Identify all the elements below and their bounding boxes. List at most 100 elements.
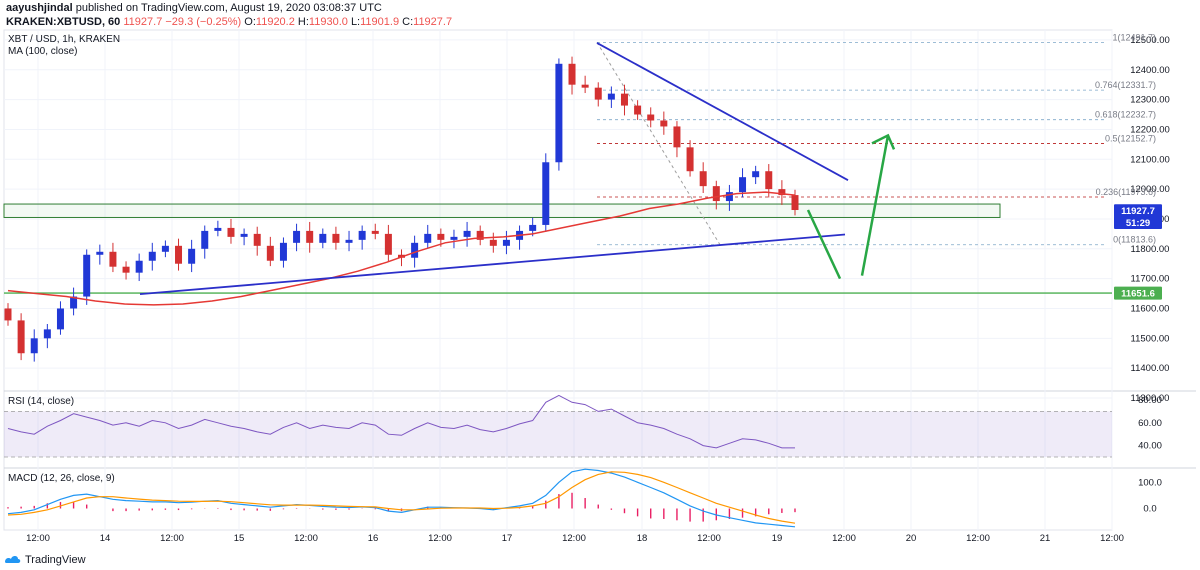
high-value: 11930.0	[308, 16, 348, 28]
candle-body	[437, 233, 445, 240]
candle-body	[607, 93, 615, 100]
macd-tick-label: 100.0	[1138, 477, 1162, 488]
candle-body	[279, 242, 287, 261]
candle-body	[647, 114, 655, 121]
candle-body	[253, 233, 261, 246]
high-label: H:	[297, 16, 309, 28]
candle-body	[778, 189, 786, 196]
author-name[interactable]: aayushjindal	[6, 2, 73, 14]
main-pane-title: XBT / USD, 1h, KRAKEN	[8, 34, 121, 45]
y-tick-label: 12500.00	[1130, 35, 1170, 46]
y-tick-label: 12300.00	[1130, 95, 1170, 106]
last-price: 11927.7	[123, 16, 163, 28]
candle-body	[214, 227, 222, 231]
candle-body	[293, 230, 301, 243]
candle-body	[555, 63, 563, 163]
fib-level-label: 0.236(11973.6)	[1096, 187, 1156, 197]
price-change: −29.3 (−0.25%)	[165, 16, 242, 28]
x-tick-label: 12:00	[1100, 533, 1124, 544]
rsi-tick-label: 40.00	[1138, 441, 1162, 452]
candle-body	[319, 233, 327, 243]
candle-body	[765, 171, 773, 190]
x-tick-label: 12:00	[26, 533, 50, 544]
fib-level-label: 0(11813.6)	[1113, 235, 1156, 245]
candle-body	[739, 177, 747, 193]
price-label-text: 11927.7	[1121, 206, 1155, 217]
x-tick-label: 12:00	[160, 533, 184, 544]
y-tick-label: 11600.00	[1131, 303, 1170, 314]
price-label-text: 11651.6	[1121, 289, 1155, 300]
y-tick-label: 12000.00	[1130, 184, 1170, 195]
candle-body	[43, 329, 51, 339]
fib-level-label: 0.618(12232.7)	[1095, 110, 1156, 120]
price-label-text: 51:29	[1126, 218, 1150, 229]
x-tick-label: 17	[502, 533, 513, 544]
macd-pane-title[interactable]: MACD (12, 26, close, 9)	[8, 473, 115, 484]
down-arrow-path	[806, 209, 842, 280]
candle-body	[4, 308, 12, 321]
candle-body	[502, 239, 510, 246]
fib-level-label: 0.764(12331.7)	[1095, 80, 1156, 90]
y-tick-label: 11500.00	[1131, 333, 1170, 344]
macd-tick-label: 0.0	[1143, 504, 1156, 515]
symbol-name[interactable]: KRAKEN:XBTUSD, 60	[6, 16, 121, 28]
rsi-band	[4, 411, 1112, 457]
candle-body	[96, 251, 104, 255]
ma-indicator-label[interactable]: MA (100, close)	[8, 46, 78, 57]
candle-body	[240, 233, 248, 237]
candle-body	[699, 171, 707, 187]
y-tick-label: 11800.00	[1131, 244, 1170, 255]
y-tick-label: 11400.00	[1131, 363, 1170, 374]
candle-body	[83, 254, 91, 297]
candle-body	[306, 230, 314, 243]
candle-body	[332, 233, 340, 243]
signal-line	[7, 471, 796, 524]
candle-body	[568, 63, 576, 85]
candle-body	[673, 126, 681, 148]
y-tick-label: 12200.00	[1130, 124, 1170, 135]
ascending-trend-line	[139, 233, 846, 296]
candle-body	[686, 147, 694, 172]
y-tick-label: 12400.00	[1130, 65, 1170, 76]
tradingview-logo[interactable]: TradingView	[4, 554, 86, 566]
candle-body	[70, 296, 78, 309]
x-tick-label: 12:00	[832, 533, 856, 544]
x-tick-label: 14	[100, 533, 111, 544]
low-label: L:	[350, 16, 361, 28]
candle-body	[529, 224, 537, 231]
symbol-bar: KRAKEN:XBTUSD, 60 11927.7 −29.3 (−0.25%)…	[6, 16, 452, 29]
x-tick-label: 21	[1040, 533, 1051, 544]
candle-body	[634, 105, 642, 115]
x-tick-label: 19	[772, 533, 783, 544]
candle-body	[17, 320, 25, 354]
rsi-tick-label: 60.00	[1138, 418, 1162, 429]
x-tick-label: 12:00	[294, 533, 318, 544]
brand-label: TradingView	[25, 554, 86, 566]
rsi-pane-title[interactable]: RSI (14, close)	[8, 396, 75, 407]
candle-body	[161, 245, 169, 252]
up-arrow-path	[860, 135, 890, 276]
candle-body	[489, 239, 497, 246]
tradingview-icon	[5, 556, 21, 563]
x-tick-label: 12:00	[562, 533, 586, 544]
candle-body	[581, 84, 589, 88]
x-tick-label: 12:00	[966, 533, 990, 544]
candle-body	[411, 242, 419, 258]
x-tick-label: 15	[234, 533, 245, 544]
publish-info: published on TradingView.com, August 19,…	[75, 2, 382, 14]
price-label-box	[1114, 216, 1162, 230]
x-tick-label: 16	[368, 533, 379, 544]
x-tick-label: 18	[637, 533, 648, 544]
macd-line	[7, 468, 796, 528]
x-tick-label: 12:00	[428, 533, 452, 544]
candle-body	[56, 308, 64, 330]
publish-header: aayushjindal published on TradingView.co…	[6, 2, 382, 15]
candle-body	[463, 230, 471, 237]
candle-body	[188, 248, 196, 264]
candle-body	[384, 233, 392, 255]
candle-body	[109, 251, 117, 267]
candle-body	[148, 251, 156, 261]
rsi-line	[7, 394, 795, 449]
candle-body	[476, 230, 484, 240]
